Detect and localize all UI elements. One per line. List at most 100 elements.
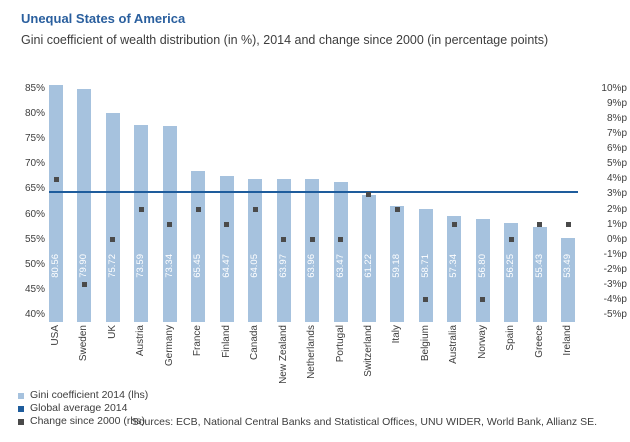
legend-label: Global average 2014 xyxy=(30,402,128,414)
right-axis-tick: 7%p xyxy=(606,128,627,140)
x-axis-label: Spain xyxy=(505,325,517,351)
x-axis-label: Greece xyxy=(533,325,545,358)
bar-value-label: 55.43 xyxy=(533,254,545,278)
change-marker xyxy=(224,222,230,228)
change-marker-swatch-icon xyxy=(18,418,24,425)
change-marker xyxy=(195,207,201,213)
x-axis-label: UK xyxy=(106,325,118,339)
bar xyxy=(77,89,92,322)
bar-value-label: 80.56 xyxy=(50,254,61,278)
right-axis-tick: 10%p xyxy=(601,83,627,94)
left-axis-tick: 50% xyxy=(24,258,45,270)
bar xyxy=(361,194,376,322)
right-axis-tick: -2%p xyxy=(603,263,627,275)
x-axis-label: Australia xyxy=(448,325,460,364)
x-axis-label: Netherlands xyxy=(306,325,318,379)
bar-value-label: 63.97 xyxy=(277,254,289,278)
right-axis-tick: 8%p xyxy=(606,113,627,125)
bar-value-label: 56.80 xyxy=(476,254,488,278)
x-axis-label: Canada xyxy=(249,325,261,361)
bar-value-label: 57.34 xyxy=(448,254,460,278)
bar-value-label: 61.22 xyxy=(362,254,374,278)
change-marker xyxy=(537,222,543,228)
x-axis-label: Switzerland xyxy=(362,325,374,377)
change-marker xyxy=(451,222,457,228)
x-axis-label: New Zealand xyxy=(277,325,289,384)
bar-value-label: 53.49 xyxy=(562,254,574,278)
bar xyxy=(105,112,120,322)
bar-value-label: 64.47 xyxy=(220,254,232,278)
bar-value-label: 58.71 xyxy=(419,254,431,278)
right-axis-tick: 1%p xyxy=(606,218,627,230)
left-axis-tick: 75% xyxy=(24,133,45,145)
legend-label: Gini coefficient 2014 (lhs) xyxy=(30,389,149,401)
change-marker xyxy=(252,207,258,213)
x-axis-label: Norway xyxy=(476,325,488,359)
right-axis-tick: -1%p xyxy=(603,248,627,260)
sources-note: Sources: ECB, National Central Banks and… xyxy=(131,416,597,428)
bar-value-label: 59.18 xyxy=(391,254,403,278)
bar xyxy=(49,85,63,322)
bar xyxy=(504,222,519,322)
legend-item-change: Change since 2000 (rhs) xyxy=(18,415,148,428)
change-marker xyxy=(281,237,287,243)
bar-value-label: 65.45 xyxy=(192,254,204,278)
bar xyxy=(305,179,320,322)
right-axis-tick: 0%p xyxy=(606,233,627,245)
bar xyxy=(532,227,547,322)
left-axis-tick: 55% xyxy=(24,233,45,245)
bar xyxy=(475,219,490,322)
change-marker xyxy=(53,176,59,182)
right-axis-tick: -5%p xyxy=(603,309,627,320)
global-average-swatch-icon xyxy=(18,405,24,412)
legend-item-gini: Gini coefficient 2014 (lhs) xyxy=(18,389,148,402)
right-axis-tick: 9%p xyxy=(606,98,627,110)
right-axis-tick: -3%p xyxy=(603,278,627,290)
right-axis-tick: 6%p xyxy=(606,143,627,155)
bar-value-label: 73.59 xyxy=(135,254,147,278)
page-subtitle: Gini coefficient of wealth distribution … xyxy=(21,33,549,47)
bar xyxy=(333,181,348,322)
right-axis-tick: 2%p xyxy=(606,203,627,215)
legend: Gini coefficient 2014 (lhs) Global avera… xyxy=(18,389,148,428)
change-marker xyxy=(394,207,400,213)
x-axis-label: Sweden xyxy=(78,325,90,362)
right-axis-tick: 5%p xyxy=(606,158,627,170)
bar xyxy=(276,179,291,322)
x-axis-label: Italy xyxy=(391,325,403,344)
change-marker xyxy=(110,237,116,243)
change-marker xyxy=(309,237,315,243)
left-axis-tick: 60% xyxy=(24,208,45,220)
bar-value-label: 73.34 xyxy=(163,254,175,278)
right-axis-tick: 4%p xyxy=(606,173,627,185)
x-axis-label: Portugal xyxy=(334,325,346,363)
bar xyxy=(418,208,433,322)
bar-value-label: 79.90 xyxy=(78,254,90,278)
right-axis-tick: 3%p xyxy=(606,188,627,200)
left-axis-tick: 70% xyxy=(24,158,45,170)
bar-value-label: 63.47 xyxy=(334,254,346,278)
page-title: Unequal States of America xyxy=(21,11,186,26)
bar-value-label: 63.96 xyxy=(306,254,318,278)
bar xyxy=(219,176,234,322)
x-axis-label: France xyxy=(192,325,204,357)
change-marker xyxy=(480,297,486,303)
legend-label: Change since 2000 (rhs) xyxy=(30,415,145,427)
x-axis-label: Belgium xyxy=(419,325,431,362)
change-marker xyxy=(338,237,343,243)
left-axis-tick: 65% xyxy=(24,183,45,195)
bar xyxy=(561,238,576,322)
bar-value-label: 64.05 xyxy=(249,254,261,278)
bar xyxy=(390,206,405,322)
x-axis-label: USA xyxy=(50,325,61,346)
bar xyxy=(191,170,206,322)
x-axis-label: Ireland xyxy=(562,325,574,356)
global-average-line xyxy=(49,191,578,194)
left-axis-tick: 45% xyxy=(24,283,45,295)
bar-value-label: 56.25 xyxy=(505,254,517,278)
left-axis-tick: 40% xyxy=(24,309,45,320)
gini-bar-swatch-icon xyxy=(18,392,24,399)
x-axis-label: Austria xyxy=(135,325,147,357)
bar xyxy=(248,178,263,322)
change-marker xyxy=(565,222,571,228)
